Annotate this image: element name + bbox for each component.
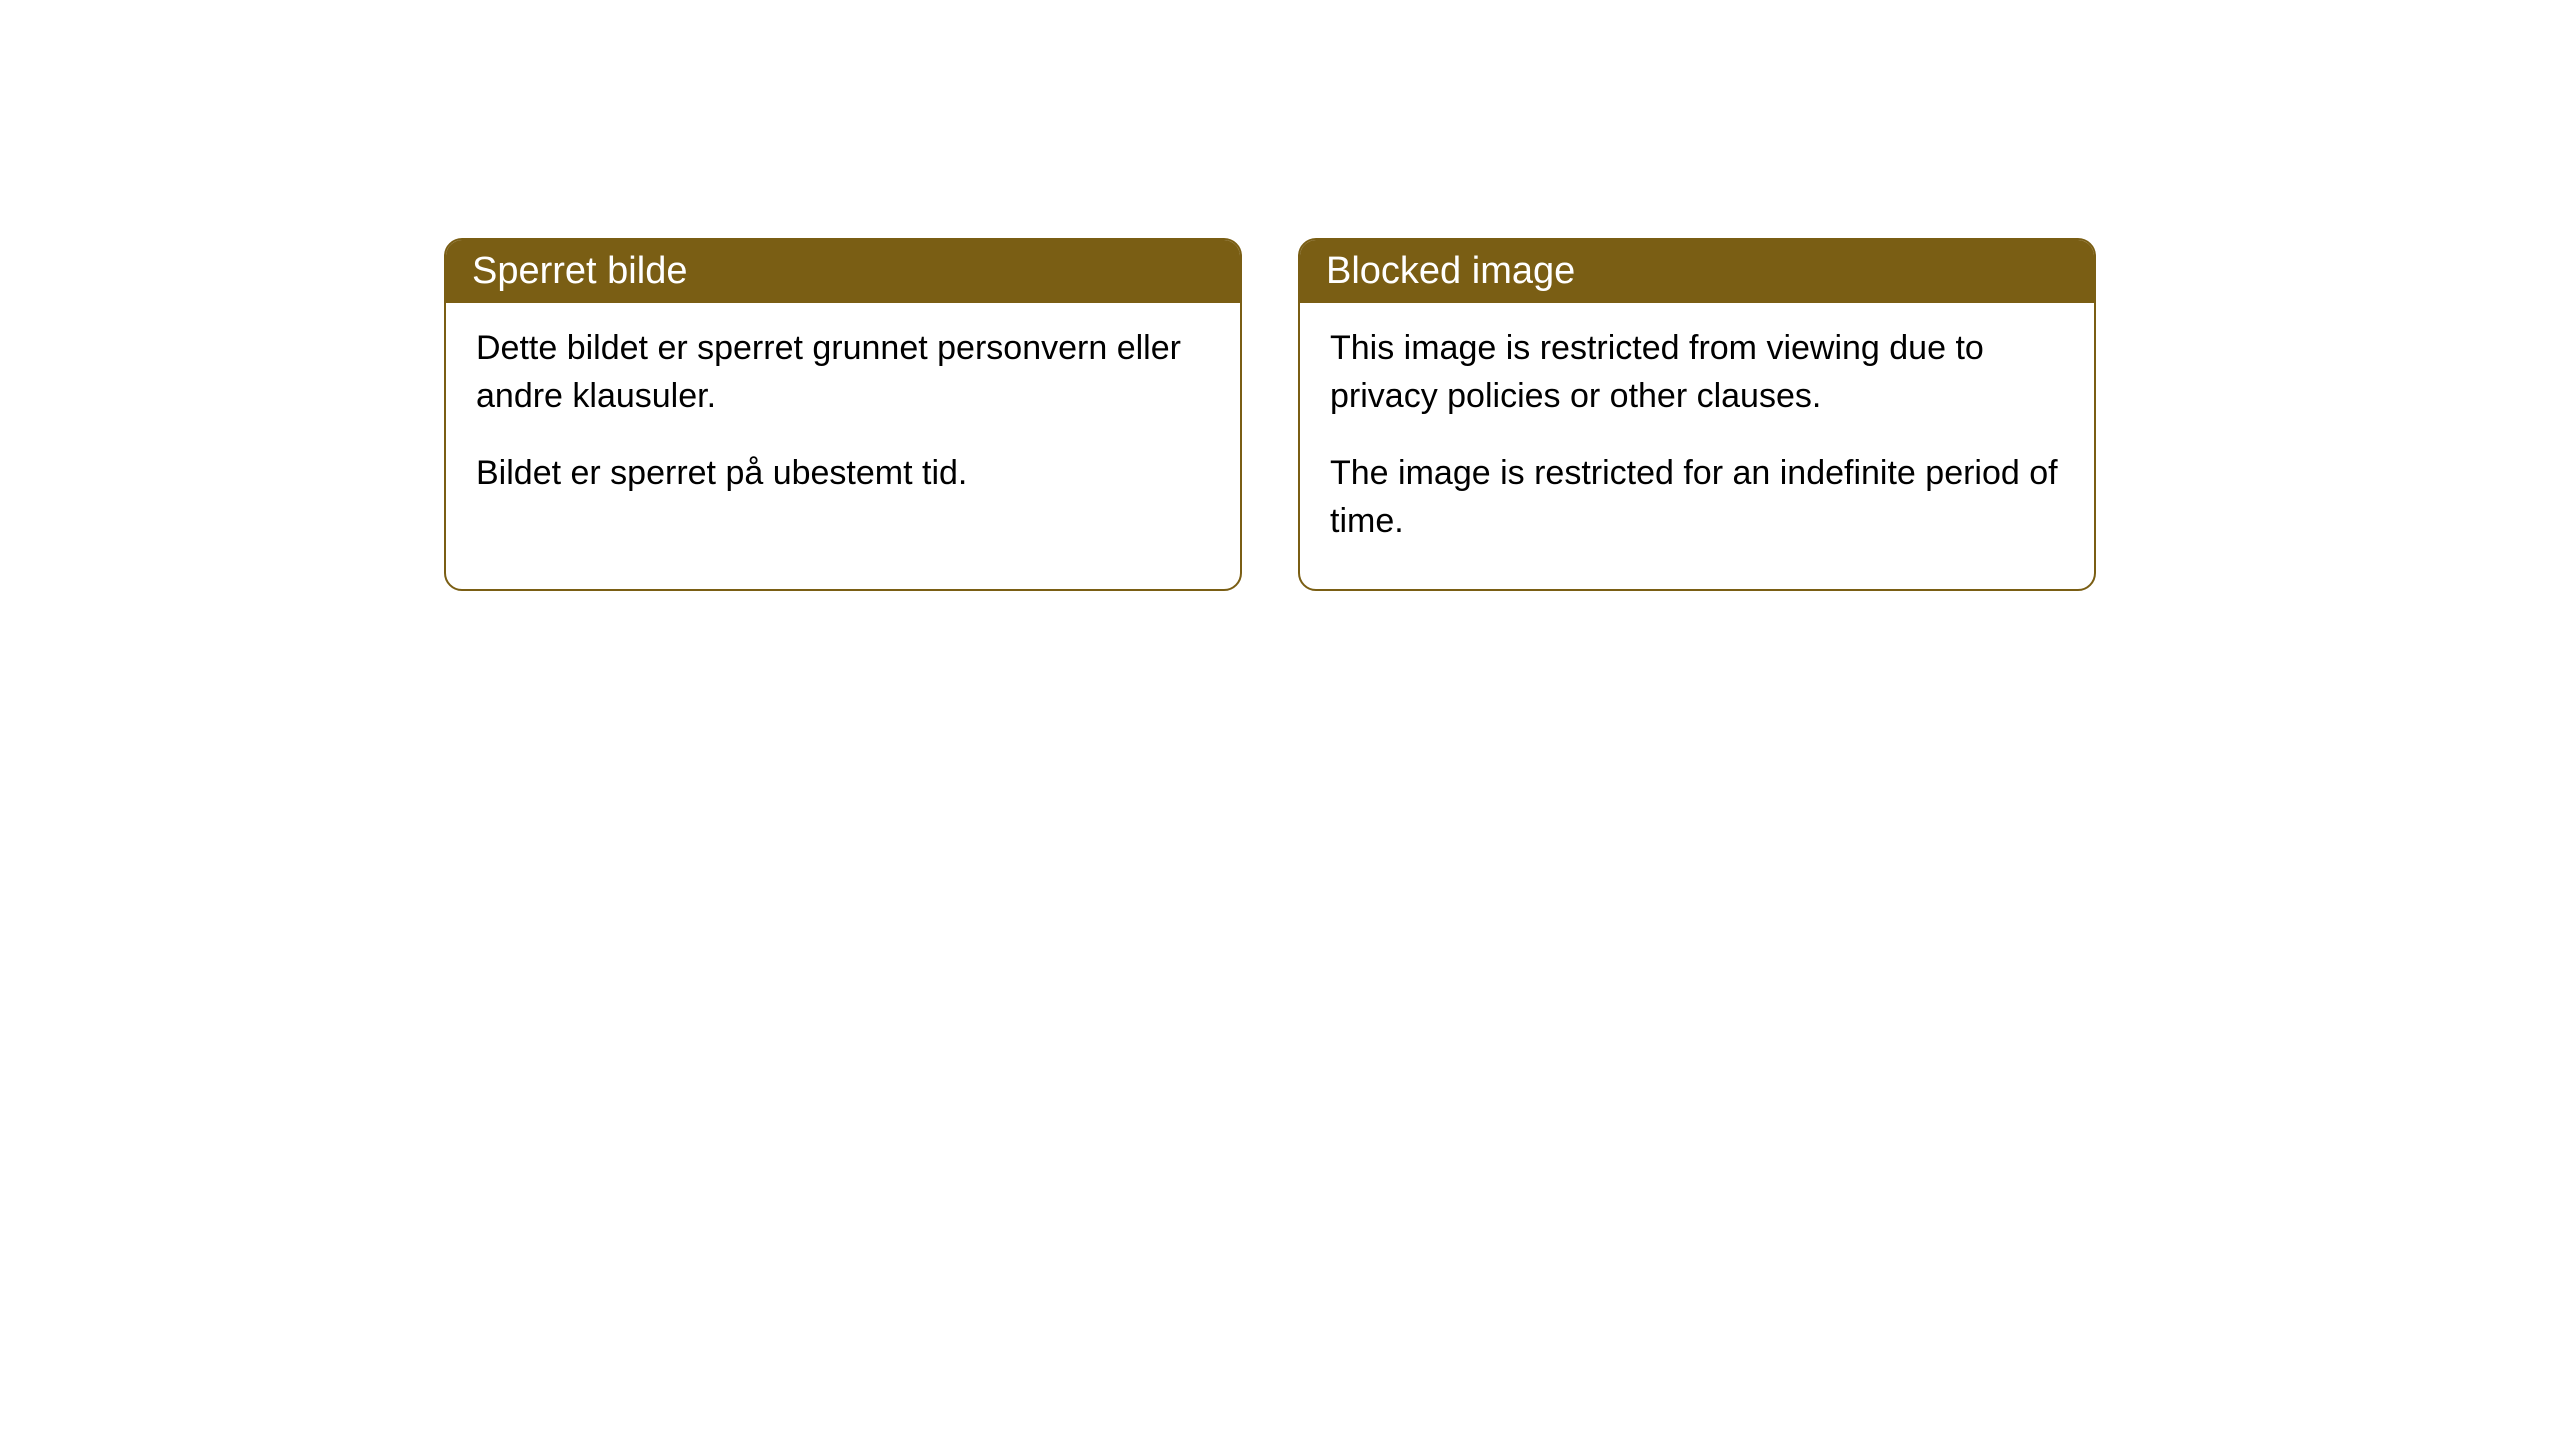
notice-card-english: Blocked image This image is restricted f… <box>1298 238 2096 591</box>
card-paragraph: The image is restricted for an indefinit… <box>1330 450 2064 545</box>
card-title: Blocked image <box>1326 250 1575 292</box>
card-paragraph: Bildet er sperret på ubestemt tid. <box>476 450 1210 498</box>
card-header: Blocked image <box>1300 240 2094 303</box>
notice-cards-container: Sperret bilde Dette bildet er sperret gr… <box>444 238 2096 591</box>
card-header: Sperret bilde <box>446 240 1240 303</box>
card-title: Sperret bilde <box>472 250 687 292</box>
card-body: Dette bildet er sperret grunnet personve… <box>446 303 1240 542</box>
card-paragraph: This image is restricted from viewing du… <box>1330 325 2064 420</box>
notice-card-norwegian: Sperret bilde Dette bildet er sperret gr… <box>444 238 1242 591</box>
card-body: This image is restricted from viewing du… <box>1300 303 2094 589</box>
card-paragraph: Dette bildet er sperret grunnet personve… <box>476 325 1210 420</box>
